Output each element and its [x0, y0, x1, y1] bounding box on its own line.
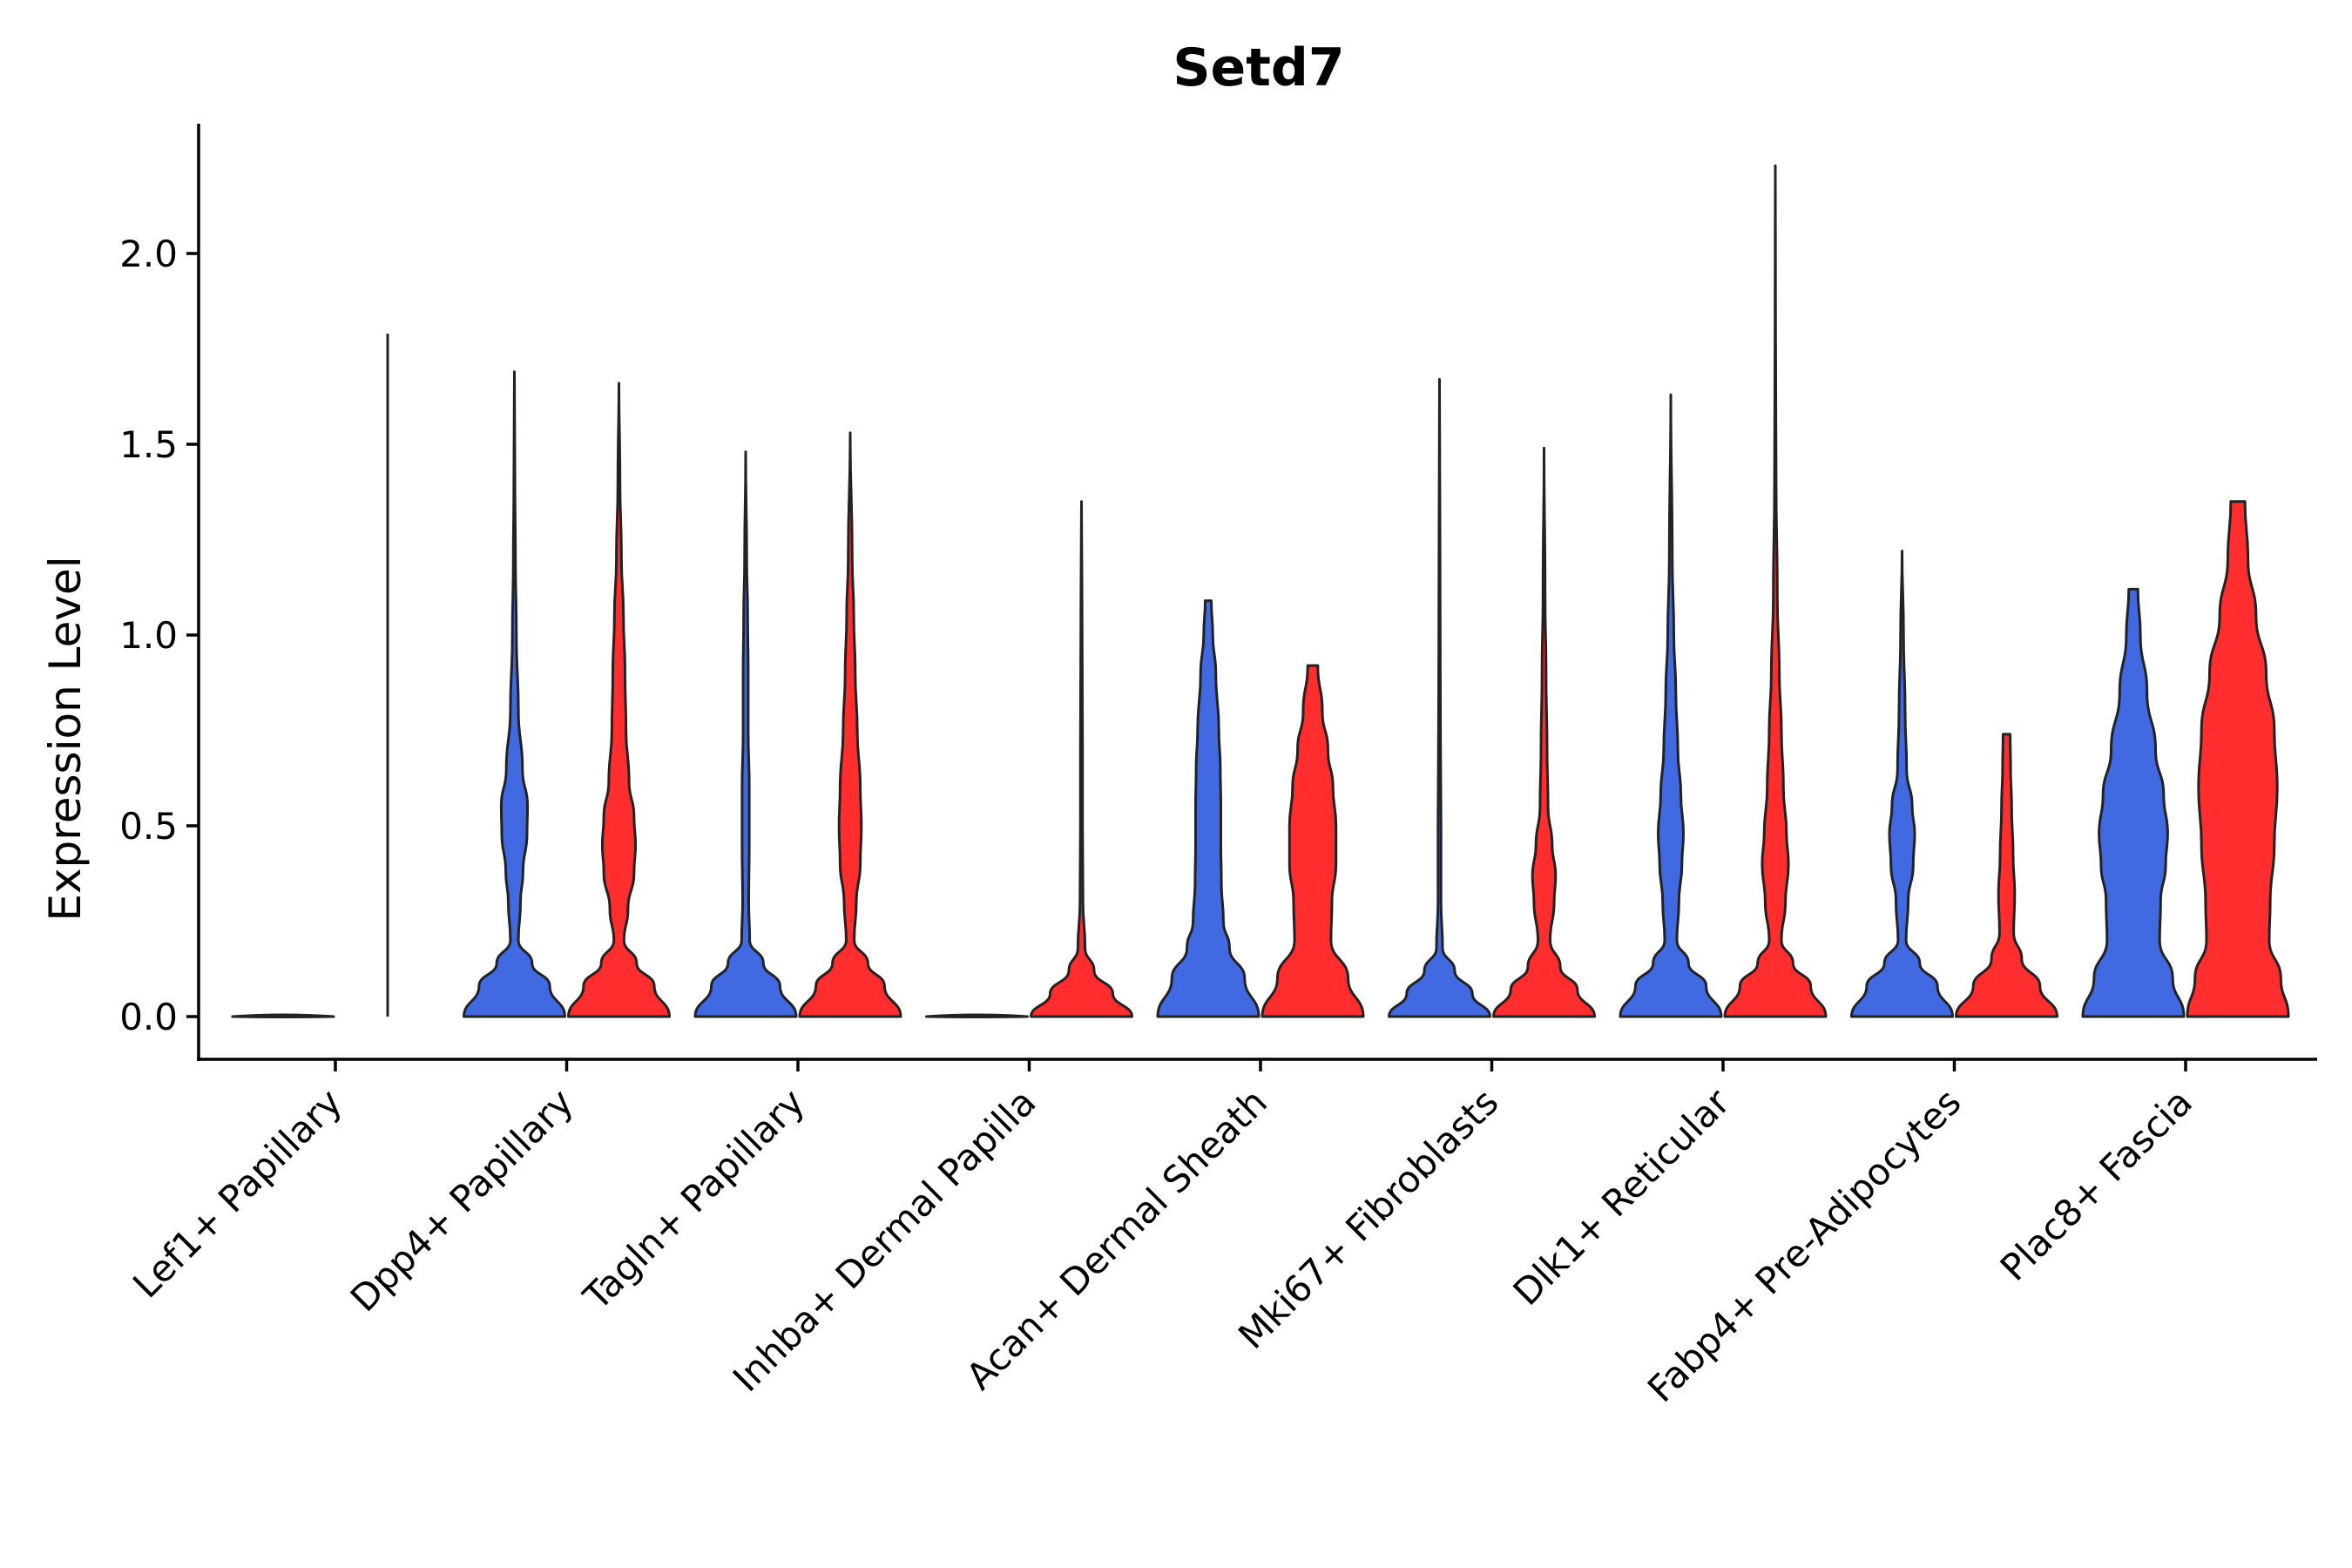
- x-tick-label: Lef1+ Papillary: [125, 1080, 350, 1306]
- violin-left-2: [693, 450, 798, 1018]
- y-tick-label: 1.0: [119, 614, 178, 657]
- y-tick-label: 2.0: [119, 233, 178, 275]
- x-tick-label: Plac8+ Fascia: [1992, 1080, 2200, 1288]
- violin-left-6: [1619, 393, 1723, 1018]
- violin-left-0: [231, 1013, 335, 1018]
- axes-layer: [197, 124, 2317, 1061]
- violin-left-4: [1156, 599, 1260, 1018]
- violin-left-8: [2081, 587, 2186, 1018]
- violin-right-3: [1030, 500, 1133, 1018]
- x-tick-label: Dpp4+ Papillary: [342, 1080, 582, 1320]
- y-ticks: 0.0 0.5 1.0 1.5 2.0: [119, 233, 199, 1038]
- y-tick-label: 1.5: [119, 423, 178, 466]
- y-axis-label: Expression Level: [40, 556, 91, 921]
- x-tick-label: Mki67+ Fibroblasts: [1230, 1080, 1506, 1356]
- violins-layer: [231, 164, 2290, 1018]
- violin-right-1: [567, 382, 671, 1018]
- violin-right-5: [1492, 446, 1596, 1018]
- violin-right-4: [1260, 664, 1365, 1018]
- violin-left-3: [925, 1013, 1029, 1018]
- y-tick-label: 0.5: [119, 805, 178, 848]
- violin-left-1: [463, 370, 566, 1018]
- x-tick-label: Dlk1+ Reticular: [1505, 1080, 1739, 1314]
- y-tick-label: 0.0: [119, 996, 178, 1038]
- violin-right-8: [2186, 500, 2290, 1018]
- violin-left-7: [1850, 550, 1954, 1018]
- violin-left-5: [1388, 378, 1491, 1018]
- chart-title: Setd7: [1173, 37, 1344, 98]
- violin-right-2: [798, 431, 902, 1018]
- violin-right-7: [1955, 733, 2058, 1018]
- violin-right-6: [1723, 164, 1828, 1018]
- x-tick-label: Tagln+ Papillary: [575, 1080, 813, 1318]
